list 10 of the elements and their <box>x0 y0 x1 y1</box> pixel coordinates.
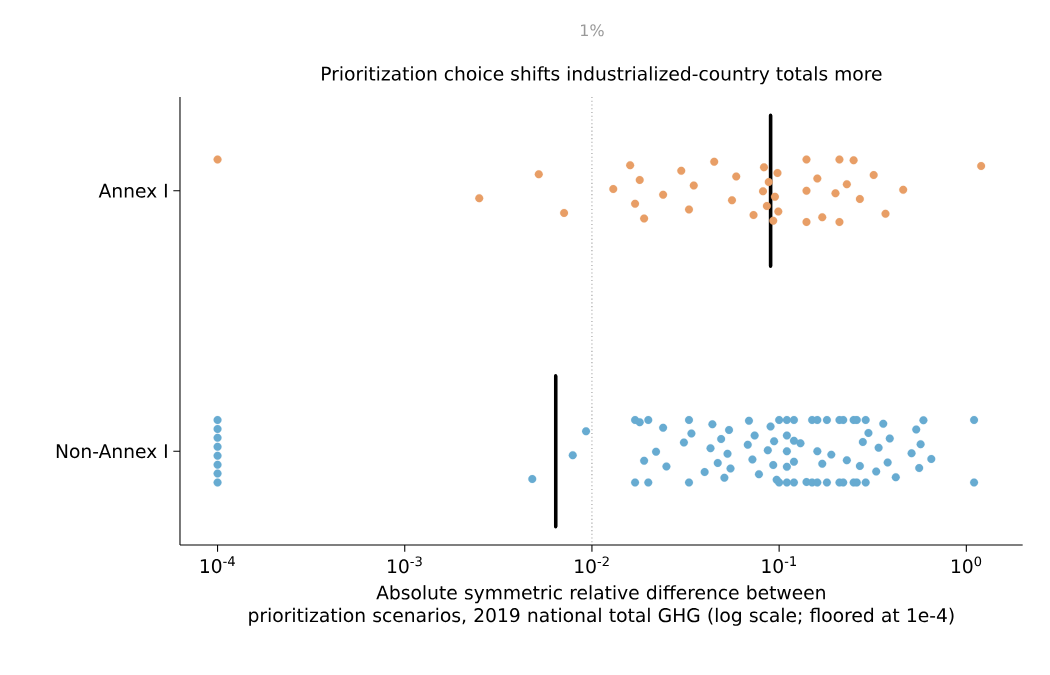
x-tick-label: 10$^{-4}$ <box>200 556 235 574</box>
ref-line-label: 1% <box>581 24 604 37</box>
x-tick-label: 10$^{-1}$ <box>762 556 796 574</box>
y-tick-label: Annex I <box>98 183 167 198</box>
x-tick-label: 10$^{0}$ <box>952 556 982 574</box>
y-tick-label: Non-Annex I <box>56 444 167 459</box>
x-axis-title: Absolute symmetric relative difference between prioritization scenarios, 2019 national total GHG (log scale; floored at 1e-4) <box>249 585 954 626</box>
x-tick-label: 10$^{-2}$ <box>575 556 609 574</box>
chart-title: Prioritization choice shifts industrialized-country totals more <box>322 66 882 85</box>
x-tick-label: 10$^{-3}$ <box>388 556 422 574</box>
